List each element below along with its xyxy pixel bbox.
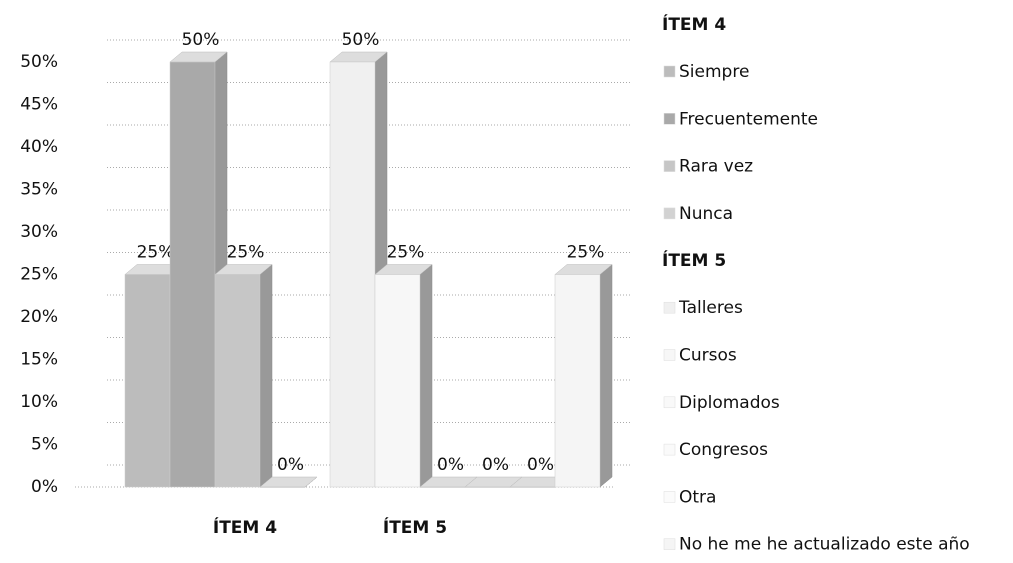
data-label: 0%: [527, 455, 554, 475]
y-tick-label: 15%: [20, 350, 58, 370]
y-tick-label: 20%: [20, 307, 58, 327]
y-tick-label: 50%: [20, 52, 58, 72]
y-tick-label: 45%: [20, 95, 58, 115]
bar: [329, 61, 376, 488]
legend-swatch: [663, 207, 676, 220]
bar: [259, 486, 306, 488]
legend-swatch: [663, 491, 676, 503]
legend-swatch: [663, 538, 676, 550]
y-tick-label: 10%: [20, 392, 58, 412]
legend-label: Siempre: [679, 62, 749, 82]
y-tick-label: 25%: [20, 265, 58, 285]
legend-swatch: [663, 113, 676, 125]
x-tick-label: ÍTEM 5: [383, 516, 447, 538]
legend-label: Cursos: [679, 346, 737, 366]
legend-header: ÍTEM 4: [662, 13, 726, 35]
bar: [464, 486, 511, 488]
legend-swatch: [663, 65, 676, 78]
legend-label: Frecuentemente: [679, 109, 818, 129]
x-tick-label: ÍTEM 4: [213, 516, 277, 538]
bar: [374, 274, 421, 488]
legend-label: Talleres: [678, 298, 743, 318]
legend-swatch: [663, 443, 676, 456]
bar: [169, 61, 216, 488]
legend-label: Otra: [679, 487, 716, 507]
legend-swatch: [663, 301, 676, 314]
legend-label: No he me he actualizado este año: [679, 535, 970, 555]
legend-swatch: [663, 160, 676, 172]
data-label: 25%: [567, 243, 605, 263]
data-label: 25%: [227, 243, 265, 263]
data-label: 0%: [277, 455, 304, 475]
y-tick-label: 30%: [20, 222, 58, 242]
data-label: 50%: [342, 30, 380, 50]
legend-swatch: [663, 396, 676, 409]
bar-side: [599, 263, 613, 488]
legend-header: ÍTEM 5: [662, 249, 726, 271]
data-label: 0%: [437, 455, 464, 475]
legend-label: Congresos: [679, 440, 768, 460]
bar: [214, 274, 261, 488]
bar: [419, 486, 466, 488]
bar-side: [259, 263, 273, 488]
y-tick-label: 40%: [20, 137, 58, 157]
y-tick-label: 5%: [31, 435, 58, 455]
bar: [124, 274, 171, 488]
legend-swatch: [663, 349, 676, 361]
legend-label: Rara vez: [679, 157, 753, 177]
legend-label: Diplomados: [679, 393, 780, 413]
y-tick-label: 35%: [20, 180, 58, 200]
data-label: 25%: [387, 243, 425, 263]
data-label: 50%: [182, 30, 220, 50]
y-tick-label: 0%: [31, 477, 58, 497]
data-label: 0%: [482, 455, 509, 475]
data-label: 25%: [137, 243, 175, 263]
bar-side: [419, 263, 433, 488]
bar: [509, 486, 556, 488]
legend-label: Nunca: [679, 204, 733, 224]
bar: [554, 274, 601, 488]
